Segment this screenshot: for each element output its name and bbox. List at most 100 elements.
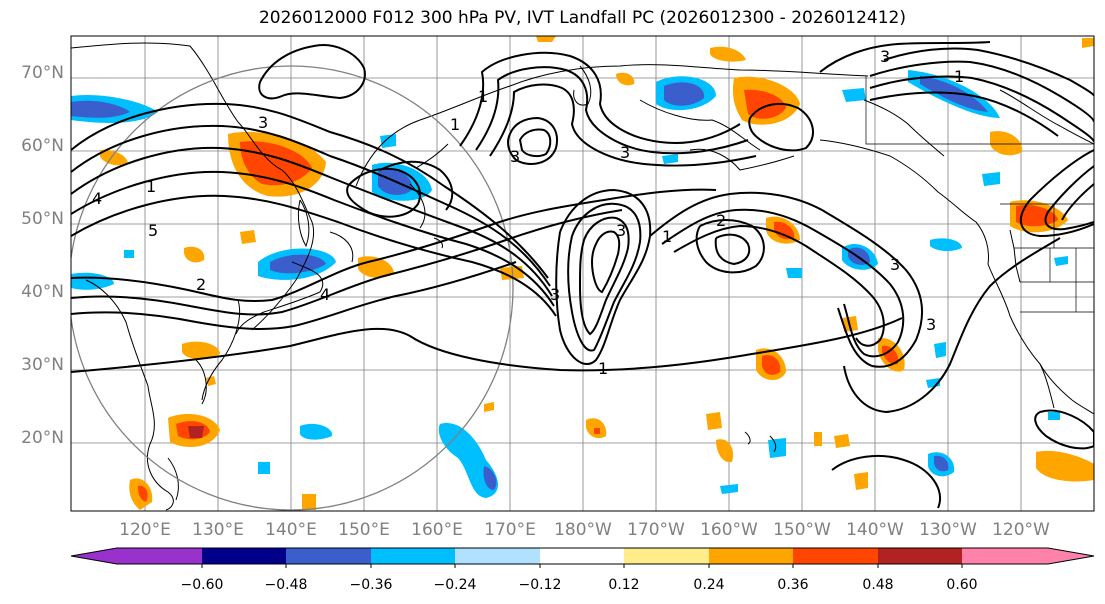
colorbar-segment [962,548,1048,564]
contour-line [489,83,757,167]
contour-label: 1 [662,227,672,246]
contour-label: 3 [258,113,268,132]
contour-line [71,194,557,317]
colorbar-extend-max [1048,548,1094,564]
coastline [1009,229,1021,283]
shade-darkblue [664,82,705,106]
colorbar-segment [286,548,371,564]
shade-orange [484,402,494,412]
coastline [167,457,179,501]
coastline [639,99,761,151]
shade-blue [258,462,270,474]
shade-darkblue [934,455,949,472]
shade-orange [536,36,556,42]
colorbar-segment [117,548,202,564]
colorbar-tick-label: −0.24 [434,577,477,593]
coastline [201,299,241,401]
coastline [195,359,207,405]
coastline [999,89,1094,145]
shade-orange [240,230,256,244]
coastline [415,143,449,169]
shade-orange [1082,38,1094,48]
shade-red [762,355,781,375]
coastline [1071,399,1094,415]
contour-label: 1 [954,67,964,86]
lat-label: 60°N [21,136,64,156]
shade-orange [814,432,822,446]
contour-label: 3 [550,285,560,304]
contour-line [831,454,941,509]
contour-line [71,146,553,297]
pv-contours [71,41,1094,509]
lon-label: 150°W [773,520,831,540]
contour-line [883,47,1094,97]
contour-line [590,230,621,294]
shade-orange [206,376,216,386]
colorbar-segment [793,548,878,564]
shade-orange [616,72,635,86]
lon-label: 120°E [119,520,171,540]
colorbar-segment [455,548,540,564]
shade-blue [300,423,333,440]
coastline [71,42,315,331]
colorbar-outline [70,547,1095,565]
colorbar-segment [709,548,793,564]
colorbar-tick-label: 0.24 [693,577,724,593]
shade-blue [842,88,866,102]
colorbar-extend-min [71,548,117,564]
shade-blue [662,154,678,164]
contour-line [843,237,1061,414]
lat-label: 20°N [21,428,64,448]
contour-line [71,124,551,287]
contour-line [748,102,814,152]
shade-blue [934,342,946,358]
colorbar-segment [624,548,709,564]
coastline [355,64,869,187]
contour-label: 3 [510,147,520,166]
contour-line [819,41,991,73]
contour-line [555,188,652,366]
coastline [85,279,174,511]
political-borders [865,76,1094,313]
coastlines [71,42,1094,511]
map-title: 2026012000 F012 300 hPa PV, IVT Landfall… [258,8,906,28]
contour-line [869,91,1059,137]
shade-red [882,345,899,365]
shade-orange [706,412,722,430]
coastline [329,231,354,263]
contour-line [379,160,454,211]
colorbar-tick-marks [201,564,963,568]
contour-label: 5 [148,221,158,240]
lon-label: 130°W [919,520,977,540]
contour-label: 3 [926,315,936,334]
contour-line [475,66,749,155]
shade-blue [720,484,738,494]
colorbar-segment [878,548,962,564]
range-circle [71,65,514,511]
coastline [235,261,324,335]
contour-label: 1 [146,177,156,196]
contour-line [714,233,751,266]
contour-line [1044,165,1094,231]
shade-red [774,221,795,240]
contour-line [459,51,741,147]
colorbar-segment [540,548,624,564]
colorbar-segment [202,548,286,564]
shade-orange [100,149,128,166]
contour-line [507,116,558,165]
contour-line [71,188,717,303]
shade-blue [930,238,962,252]
coastline [573,65,592,106]
contour-line [518,128,552,158]
coastline [769,435,777,453]
lon-label: 150°E [338,520,390,540]
contour-label: 3 [620,143,630,162]
lat-label: 40°N [21,282,64,302]
shade-red [138,485,148,502]
contour-line [673,224,885,347]
contour-line [869,60,1094,123]
coastline [409,183,426,229]
map-background [71,36,1094,511]
shade-blue [380,134,396,148]
coastline [863,99,945,157]
